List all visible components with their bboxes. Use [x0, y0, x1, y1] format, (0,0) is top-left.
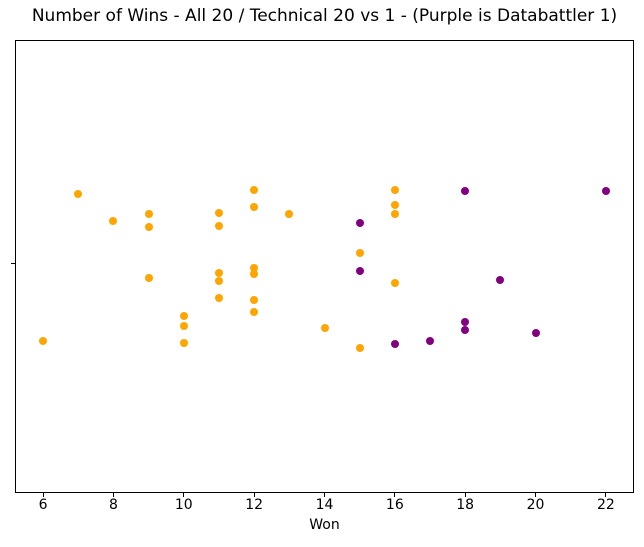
- x-tick-mark: [464, 493, 466, 497]
- data-point: [531, 329, 540, 337]
- chart-title: Number of Wins - All 20 / Technical 20 v…: [31, 6, 618, 26]
- data-point: [144, 223, 153, 231]
- data-point: [355, 267, 364, 275]
- x-tick-mark: [324, 493, 325, 497]
- x-tick-label: 10: [174, 497, 193, 513]
- x-tick-mark: [112, 493, 114, 497]
- data-point: [461, 326, 470, 334]
- x-tick-label: 20: [526, 497, 545, 513]
- data-point: [390, 279, 399, 287]
- data-point: [355, 219, 364, 227]
- x-tick-mark: [253, 493, 255, 497]
- data-point: [214, 269, 223, 277]
- data-point: [250, 270, 259, 278]
- data-point: [601, 187, 610, 195]
- data-point: [179, 339, 188, 347]
- data-point: [390, 186, 399, 194]
- data-point: [461, 187, 470, 195]
- y-tick-mark: [11, 263, 15, 264]
- data-point: [355, 249, 364, 257]
- data-point: [390, 201, 399, 209]
- x-tick-mark: [183, 493, 185, 497]
- data-point: [250, 264, 259, 272]
- data-point: [461, 318, 470, 326]
- x-tick-label: 14: [315, 497, 334, 513]
- x-tick-label: 16: [385, 497, 404, 513]
- data-point: [179, 312, 188, 320]
- x-tick-mark: [42, 493, 44, 497]
- x-tick-mark: [605, 493, 607, 497]
- x-tick-mark: [394, 493, 396, 497]
- x-axis-label: Won: [309, 517, 340, 533]
- data-point: [390, 210, 399, 218]
- data-point: [250, 186, 259, 194]
- x-tick-label: 18: [456, 497, 475, 513]
- x-tick-mark: [535, 493, 537, 497]
- data-point: [214, 277, 223, 285]
- data-point: [250, 203, 259, 211]
- x-tick-label: 6: [38, 497, 48, 513]
- x-tick-label: 8: [109, 497, 118, 513]
- data-point: [109, 217, 118, 225]
- data-point: [355, 344, 364, 352]
- data-point: [250, 308, 259, 316]
- data-point: [144, 210, 153, 218]
- data-point: [214, 209, 223, 217]
- data-point: [214, 222, 223, 230]
- data-point: [144, 274, 153, 282]
- data-point: [390, 340, 399, 348]
- data-point: [320, 324, 329, 332]
- data-point: [426, 337, 434, 345]
- data-point: [39, 337, 48, 345]
- data-point: [214, 294, 223, 302]
- data-point: [496, 276, 505, 284]
- data-point: [179, 322, 188, 330]
- data-point: [74, 190, 83, 198]
- x-tick-label: 12: [245, 497, 264, 513]
- x-tick-label: 22: [596, 497, 615, 513]
- data-point: [250, 296, 259, 304]
- plot-area: [15, 40, 634, 493]
- data-point: [285, 210, 294, 218]
